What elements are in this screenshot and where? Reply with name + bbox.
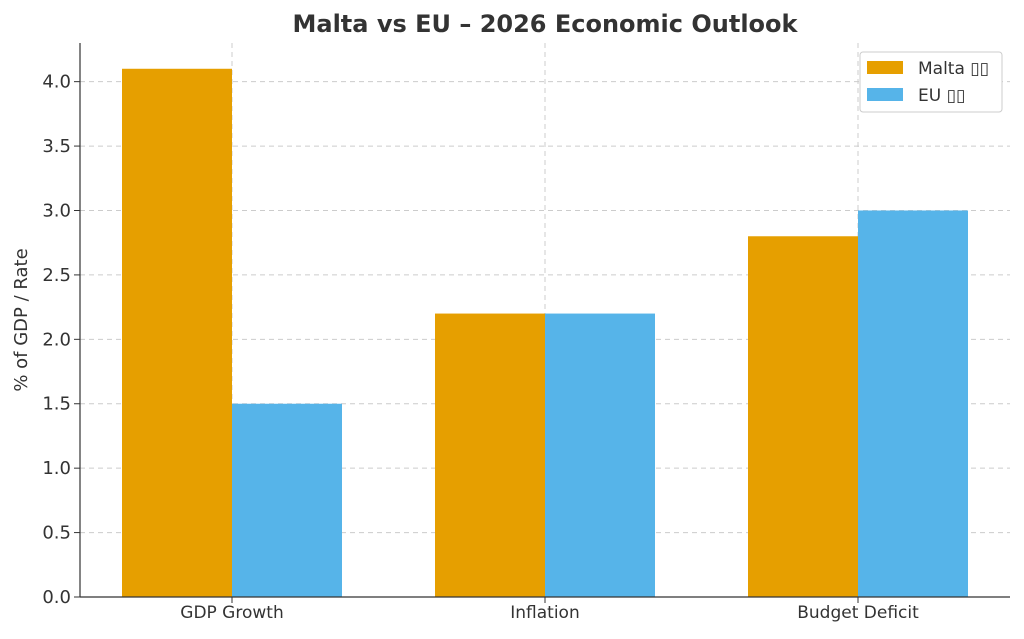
chart-title: Malta vs EU – 2026 Economic Outlook [293, 10, 799, 38]
y-tick-label: 2.0 [42, 329, 71, 350]
y-tick-label: 1.5 [42, 394, 71, 415]
bar-eu [545, 313, 655, 597]
legend-swatch [867, 61, 903, 74]
x-tick-label: Budget Deficit [797, 603, 919, 623]
legend-label: EU ▯▯ [918, 86, 965, 106]
x-tick-label: GDP Growth [180, 603, 283, 623]
y-tick-label: 3.5 [42, 136, 71, 157]
bar-malta [122, 68, 232, 597]
y-axis-label: % of GDP / Rate [11, 248, 32, 391]
y-tick-label: 3.0 [42, 200, 71, 221]
y-tick-label: 4.0 [42, 72, 71, 93]
bar-malta [435, 313, 545, 597]
bar-eu [858, 210, 968, 597]
bar-eu [232, 403, 342, 597]
legend-swatch [867, 88, 903, 101]
x-tick-label: Inflation [510, 603, 579, 623]
y-tick-label: 0.0 [42, 587, 71, 608]
y-tick-label: 1.0 [42, 458, 71, 479]
y-tick-label: 0.5 [42, 523, 71, 544]
y-tick-label: 2.5 [42, 265, 71, 286]
bar-malta [748, 236, 858, 598]
legend-label: Malta ▯▯ [918, 59, 989, 79]
